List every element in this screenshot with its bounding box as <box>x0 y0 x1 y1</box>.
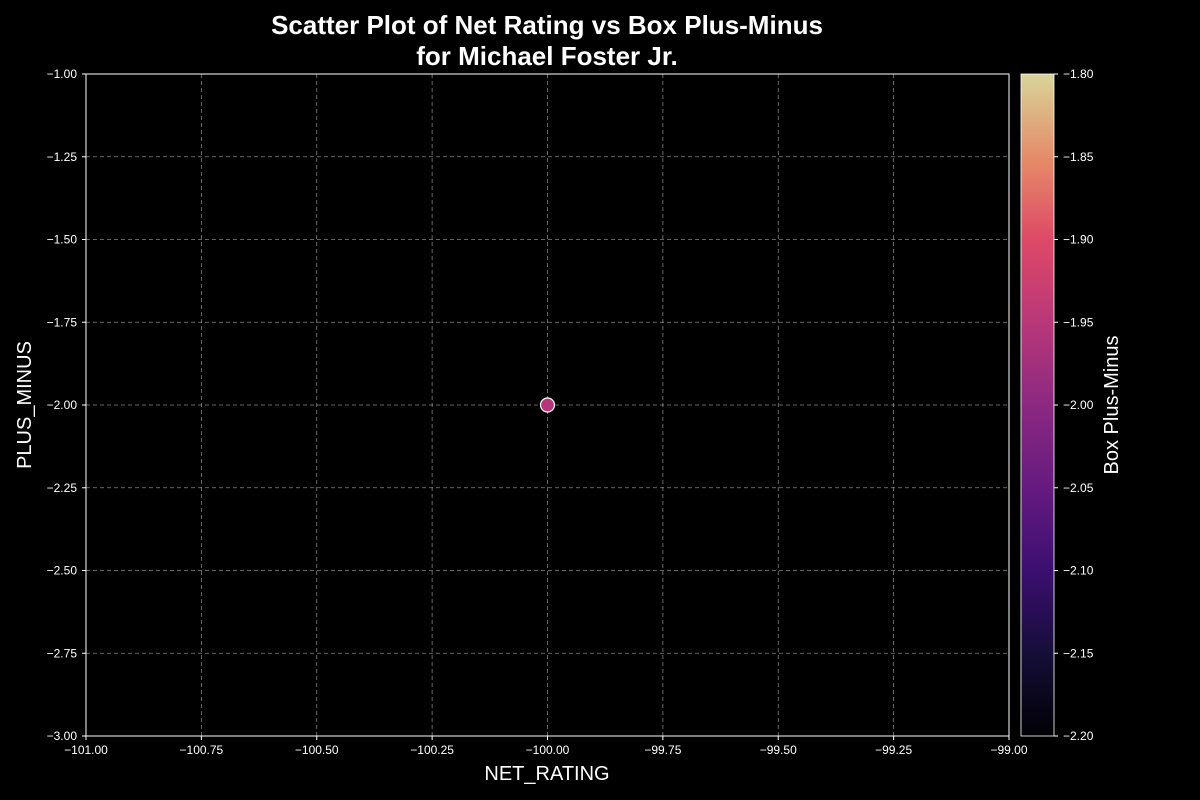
colorbar-tick-label: −1.80 <box>1063 67 1094 81</box>
chart-title-line-1: Scatter Plot of Net Rating vs Box Plus-M… <box>271 10 823 40</box>
colorbar-label: Box Plus-Minus <box>1101 336 1123 475</box>
x-axis-ticks: −101.00 −100.75 −100.50 −100.25 −100.00 −99.7… <box>64 736 1028 757</box>
y-tick-label: −1.75 <box>47 315 78 329</box>
y-tick-label: −3.00 <box>47 729 78 743</box>
y-tick-label: −2.50 <box>47 564 78 578</box>
colorbar-tick-label: −1.95 <box>1063 315 1094 329</box>
x-tick-label: −100.25 <box>410 743 454 757</box>
scatter-point <box>539 397 556 413</box>
x-tick-label: −100.50 <box>295 743 339 757</box>
y-tick-label: −1.00 <box>47 67 78 81</box>
y-axis-ticks: −1.00 −1.25 −1.50 −1.75 −2.00 −2.25 −2.50 −2.75… <box>47 67 86 743</box>
colorbar-tick-label: −2.15 <box>1063 646 1094 660</box>
x-tick-label: −99.75 <box>644 743 681 757</box>
colorbar-tick-label: −2.20 <box>1063 729 1094 743</box>
colorbar-tick-label: −2.00 <box>1063 398 1094 412</box>
y-tick-label: −2.75 <box>47 646 78 660</box>
x-tick-label: −101.00 <box>64 743 108 757</box>
scatter-points <box>539 397 556 413</box>
y-tick-label: −2.25 <box>47 481 78 495</box>
x-tick-label: −100.75 <box>180 743 224 757</box>
chart-title-line-2: for Michael Foster Jr. <box>416 41 678 71</box>
x-axis-label: NET_RATING <box>484 763 609 785</box>
colorbar-tick-label: −1.85 <box>1063 150 1094 164</box>
y-tick-label: −2.00 <box>47 398 78 412</box>
colorbar-tick-label: −2.05 <box>1063 481 1094 495</box>
colorbar-tick-label: −2.10 <box>1063 564 1094 578</box>
colorbar-ticks: −1.80 −1.85 −1.90 −1.95 −2.00 −2.05 −2.10 −2.15… <box>1054 67 1094 743</box>
colorbar <box>1020 73 1055 737</box>
x-tick-label: −99.50 <box>760 743 797 757</box>
y-tick-label: −1.25 <box>47 150 78 164</box>
colorbar-tick-label: −1.90 <box>1063 233 1094 247</box>
y-axis-label: PLUS_MINUS <box>14 341 36 469</box>
x-tick-label: −99.25 <box>875 743 912 757</box>
x-tick-label: −100.00 <box>526 743 570 757</box>
x-tick-label: −99.00 <box>990 743 1027 757</box>
y-tick-label: −1.50 <box>47 233 78 247</box>
